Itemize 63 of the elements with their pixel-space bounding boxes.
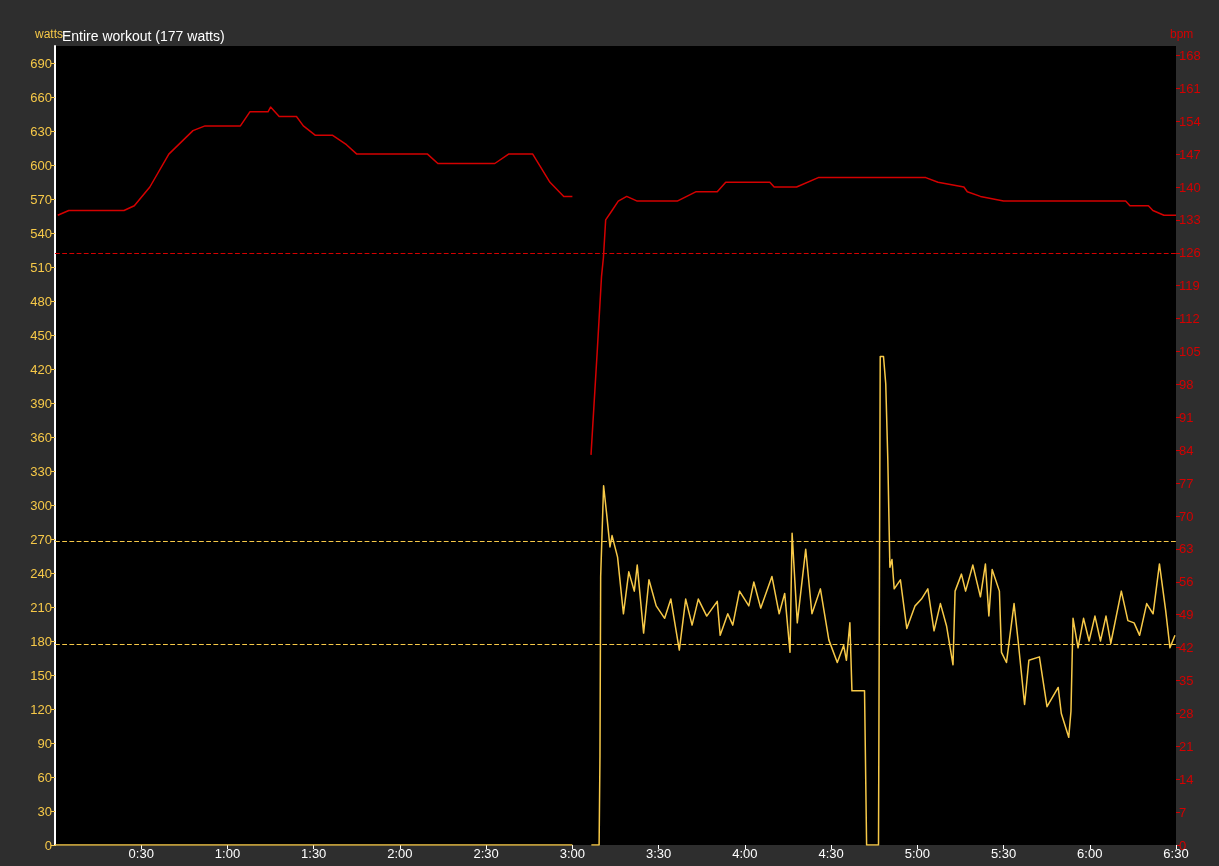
y2-tick-label: 42 xyxy=(1179,640,1194,656)
y-tick-label: 330 xyxy=(30,463,52,479)
y-tick-label: 420 xyxy=(30,361,52,377)
x-tick-label: 0:30 xyxy=(128,846,154,861)
y-tick-label: 60 xyxy=(37,769,52,785)
y-tick-label: 120 xyxy=(30,701,52,717)
y-tick-label: 630 xyxy=(30,123,52,139)
y2-tick-label: 168 xyxy=(1179,47,1201,63)
y-axis-title: watts xyxy=(33,27,63,41)
y2-tick-label: 70 xyxy=(1179,508,1194,524)
y2-axis-title: bpm xyxy=(1170,27,1194,41)
y-tick-label: 390 xyxy=(30,395,52,411)
x-tick-label: 3:00 xyxy=(559,846,586,861)
y-tick-label: 180 xyxy=(30,633,52,649)
y2-tick-label: 84 xyxy=(1179,442,1194,458)
y2-tick-label: 21 xyxy=(1179,738,1194,754)
y-tick-label: 600 xyxy=(30,157,52,173)
y-tick-label: 30 xyxy=(37,803,52,819)
y-tick-label: 90 xyxy=(37,735,52,751)
y-tick-label: 540 xyxy=(30,225,52,241)
y2-tick-label: 105 xyxy=(1179,344,1201,359)
chart-title: Entire workout (177 watts) xyxy=(62,28,225,44)
y2-tick-label: 56 xyxy=(1179,574,1194,590)
x-tick-label: 4:00 xyxy=(732,846,758,861)
y2-tick-label: 112 xyxy=(1179,311,1200,327)
y2-tick-label: 140 xyxy=(1179,179,1201,195)
y2-tick-label: 98 xyxy=(1179,376,1194,392)
x-tick-label: 1:30 xyxy=(301,846,327,861)
x-tick-label: 2:30 xyxy=(473,846,499,861)
y2-tick-label: 147 xyxy=(1179,146,1201,162)
y-tick-label: 150 xyxy=(30,667,52,683)
y2-tick-label: 119 xyxy=(1179,278,1200,294)
y-tick-label: 570 xyxy=(30,191,52,207)
y2-tick-label: 161 xyxy=(1179,80,1201,96)
y-tick-label: 450 xyxy=(30,327,52,343)
x-tick-label: 3:30 xyxy=(645,846,672,861)
y-tick-label: 210 xyxy=(30,599,52,615)
y-tick-label: 690 xyxy=(30,55,52,71)
y2-tick-label: 133 xyxy=(1179,212,1201,228)
y-tick-label: 300 xyxy=(30,497,52,513)
y-tick-label: 660 xyxy=(30,89,52,105)
y2-tick-label: 77 xyxy=(1179,475,1194,491)
y2-tick-label: 14 xyxy=(1179,771,1194,787)
y2-tick-label: 63 xyxy=(1179,541,1194,557)
y-tick-label: 360 xyxy=(30,429,52,445)
y-tick-label: 270 xyxy=(30,531,52,547)
y2-tick-label: 49 xyxy=(1179,607,1194,623)
y2-tick-label: 35 xyxy=(1179,673,1194,688)
y2-tick-label: 126 xyxy=(1179,245,1201,261)
x-tick-label: 1:00 xyxy=(214,846,241,861)
x-tick-label: 5:30 xyxy=(990,846,1017,861)
y-tick-label: 510 xyxy=(30,259,52,275)
y2-tick-label: 154 xyxy=(1179,113,1201,129)
y-tick-label: 0 xyxy=(44,837,52,853)
x-tick-label: 6:00 xyxy=(1077,846,1103,861)
y2-tick-label: 28 xyxy=(1179,705,1194,721)
y-tick-label: 480 xyxy=(30,293,52,309)
x-tick-label: 5:00 xyxy=(904,846,930,861)
y2-tick-label: 7 xyxy=(1179,804,1187,820)
y-tick-label: 240 xyxy=(30,565,52,581)
y2-tick-label: 91 xyxy=(1179,409,1194,425)
x-tick-label: 4:30 xyxy=(818,846,844,861)
x-tick-label: 2:00 xyxy=(387,846,413,861)
